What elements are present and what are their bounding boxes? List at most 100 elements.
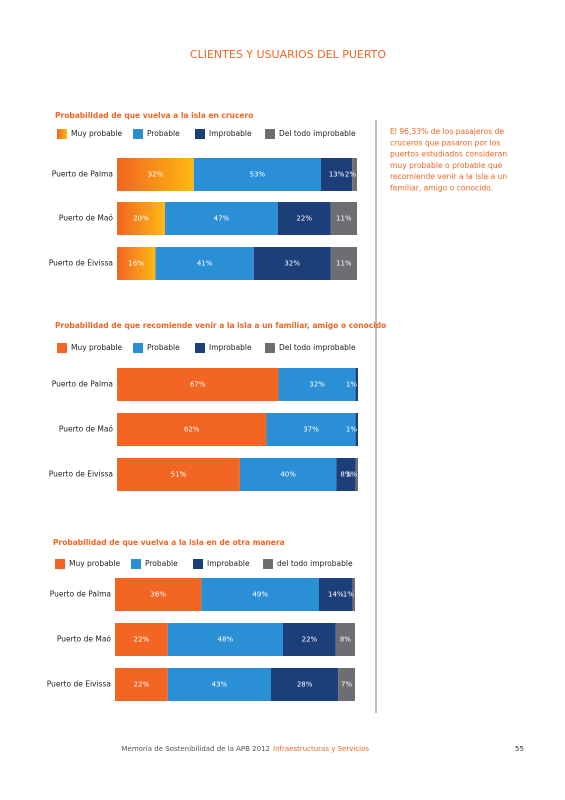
category-label: Puerto de Palma xyxy=(52,380,113,389)
value-label: 43% xyxy=(212,681,228,689)
value-label: 8% xyxy=(340,636,351,644)
bar-segment xyxy=(155,247,254,280)
value-label: 67% xyxy=(190,381,206,389)
sidebar-line: muy probable o probable que xyxy=(390,161,503,170)
sidebar-line: El 96,33% de los pasajeros de xyxy=(390,127,504,136)
bar-segment xyxy=(117,158,194,191)
footer-section: Infraestructuras y Servicios xyxy=(273,745,369,753)
bar-segment xyxy=(117,458,240,491)
category-label: Puerto de Eivissa xyxy=(47,680,111,689)
value-label: 22% xyxy=(296,215,312,223)
value-label: 37% xyxy=(303,426,319,434)
value-label: 13% xyxy=(329,171,345,179)
legend-label: Probable xyxy=(147,129,180,138)
legend-label: Del todo improbable xyxy=(279,129,356,138)
value-label: 36% xyxy=(150,591,166,599)
value-label: 22% xyxy=(134,681,150,689)
value-label: 11% xyxy=(336,260,352,268)
bar-segment xyxy=(277,202,331,235)
value-label: 22% xyxy=(302,636,318,644)
bar-segment xyxy=(278,368,356,401)
value-label: 47% xyxy=(214,215,230,223)
page-title: CLIENTES Y USUARIOS DEL PUERTO xyxy=(190,48,386,61)
category-label: Puerto de Palma xyxy=(52,170,113,179)
footer-page: 55 xyxy=(515,745,524,753)
legend-swatch xyxy=(193,559,203,569)
bar-segment xyxy=(165,202,278,235)
legend-label: del todo improbable xyxy=(277,559,353,568)
bar-segment xyxy=(253,247,331,280)
bar-segment xyxy=(193,158,321,191)
bar-segment xyxy=(352,578,355,611)
value-label: 62% xyxy=(184,426,200,434)
bar-segment xyxy=(266,413,356,446)
category-label: Puerto de Eivissa xyxy=(49,470,113,479)
bar-segment xyxy=(115,668,168,701)
bar-segment xyxy=(115,578,202,611)
value-label: 2% xyxy=(345,171,356,179)
bar-segment xyxy=(355,368,358,401)
bar-segment xyxy=(271,668,339,701)
legend-label: Muy probable xyxy=(71,343,123,352)
legend-label: Probable xyxy=(147,343,180,352)
bar-segment xyxy=(319,578,353,611)
bar-segment xyxy=(117,368,279,401)
legend-swatch xyxy=(265,343,275,353)
legend-swatch xyxy=(133,343,143,353)
legend-swatch xyxy=(195,343,205,353)
bar-segment xyxy=(330,202,357,235)
legend-swatch xyxy=(57,129,67,139)
chart-title: Probabilidad de que recomiende venir a l… xyxy=(55,321,386,330)
bar-segment xyxy=(117,247,156,280)
legend-label: Improbable xyxy=(209,343,252,352)
value-label: 53% xyxy=(250,171,266,179)
bar-segment xyxy=(336,458,356,491)
legend-swatch xyxy=(55,559,65,569)
category-label: Puerto de Eivissa xyxy=(49,259,113,268)
category-label: Puerto de Palma xyxy=(50,590,111,599)
category-label: Puerto de Maó xyxy=(57,635,112,644)
bar-segment xyxy=(321,158,353,191)
legend-label: Probable xyxy=(145,559,178,568)
value-label: 28% xyxy=(297,681,313,689)
legend-label: Improbable xyxy=(207,559,250,568)
value-label: 11% xyxy=(336,215,352,223)
value-label: 1% xyxy=(346,381,357,389)
category-label: Puerto de Maó xyxy=(59,425,114,434)
value-label: 48% xyxy=(218,636,234,644)
bar-segment xyxy=(330,247,357,280)
value-label: 40% xyxy=(280,471,296,479)
bar-segment xyxy=(201,578,319,611)
bar-segment xyxy=(338,668,355,701)
sidebar-line: familiar, amigo o conocido. xyxy=(390,184,493,193)
sidebar-line: recomiende venir a la isla a un xyxy=(390,172,507,181)
legend-label: Improbable xyxy=(209,129,252,138)
legend-label: Muy probable xyxy=(69,559,121,568)
legend-swatch xyxy=(195,129,205,139)
category-label: Puerto de Maó xyxy=(59,214,114,223)
value-label: 8% xyxy=(340,471,351,479)
value-label: 1% xyxy=(346,471,357,479)
footer-text: Memoria de Sostenibilidad de la APB 2012 xyxy=(121,745,270,753)
value-label: 7% xyxy=(341,681,352,689)
legend-label: Muy probable xyxy=(71,129,123,138)
value-label: 20% xyxy=(133,215,149,223)
value-label: 51% xyxy=(171,471,187,479)
value-label: 22% xyxy=(134,636,150,644)
legend-swatch xyxy=(263,559,273,569)
bar-segment xyxy=(167,623,283,656)
sidebar-line: cruceros que pasaron por los xyxy=(390,138,500,147)
value-label: 16% xyxy=(128,260,144,268)
chart-title: Probabilidad de que vuelva a la isla en … xyxy=(55,111,253,120)
chart-title: Probabilidad de que vuelva a la isla en … xyxy=(53,538,285,547)
bar-segment xyxy=(355,458,358,491)
legend-swatch xyxy=(265,129,275,139)
bar-segment xyxy=(115,623,168,656)
bar-segment xyxy=(239,458,337,491)
bar-segment xyxy=(355,413,358,446)
bar-segment xyxy=(335,623,355,656)
bar-segment xyxy=(283,623,336,656)
legend-swatch xyxy=(57,343,67,353)
